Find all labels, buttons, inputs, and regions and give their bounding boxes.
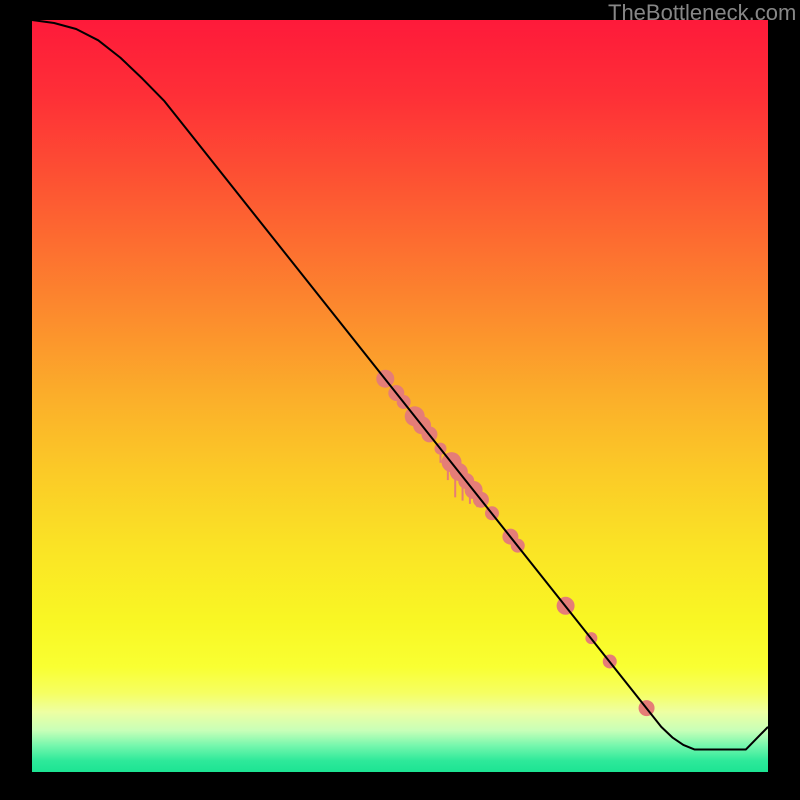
- chart-stage: TheBottleneck.com: [0, 0, 800, 800]
- chart-svg: [0, 0, 800, 800]
- watermark-text: TheBottleneck.com: [608, 0, 796, 26]
- bottleneck-curve: [32, 20, 768, 749]
